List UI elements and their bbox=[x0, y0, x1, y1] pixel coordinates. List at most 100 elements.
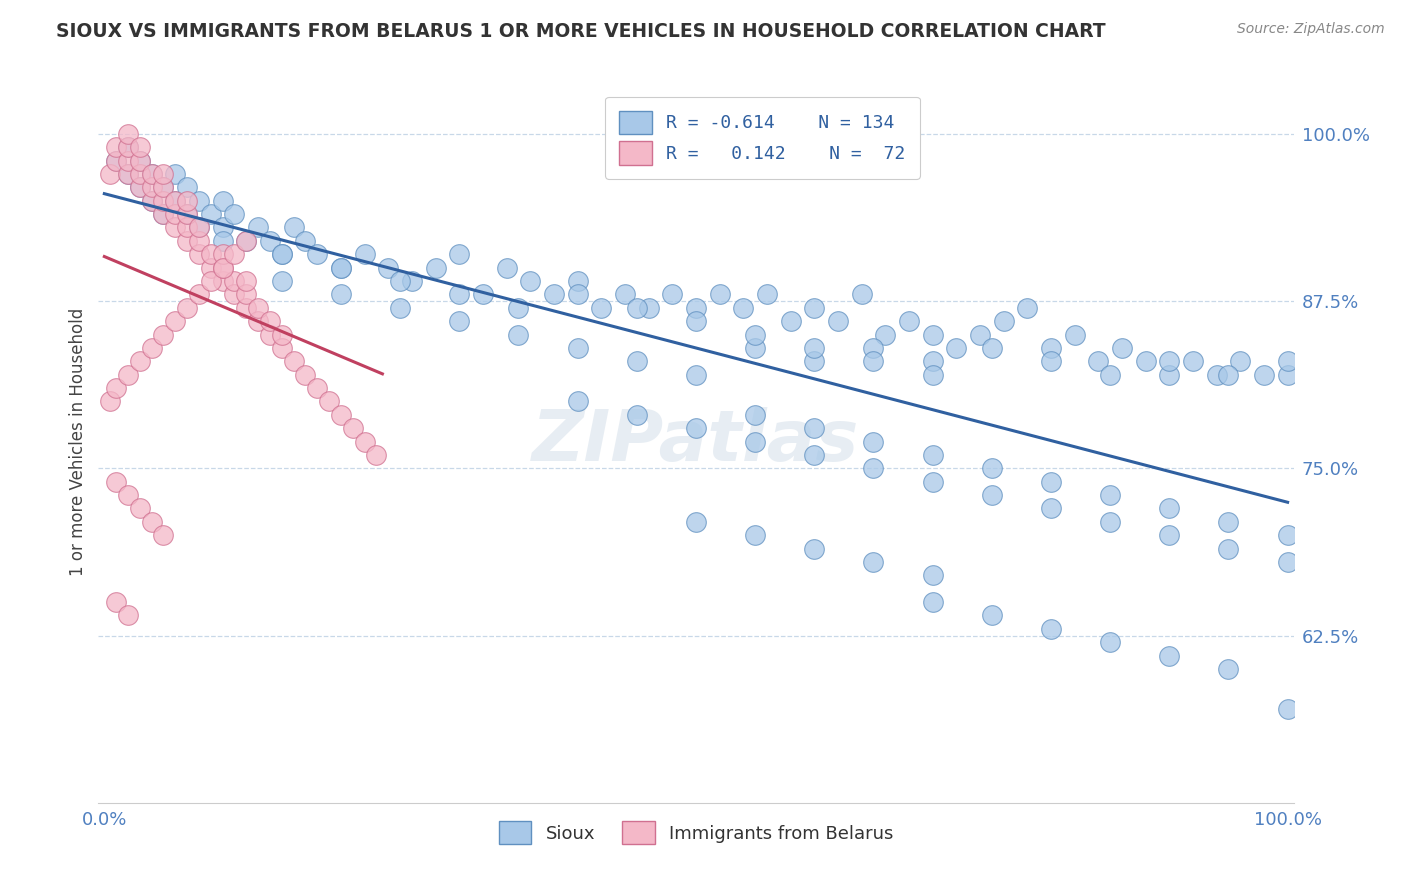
Point bbox=[247, 301, 270, 315]
Point bbox=[685, 421, 707, 435]
Point bbox=[637, 301, 659, 315]
Point bbox=[141, 515, 163, 529]
Point bbox=[141, 180, 163, 194]
Point bbox=[259, 314, 281, 328]
Point bbox=[141, 167, 163, 181]
Point bbox=[1099, 488, 1122, 502]
Point bbox=[259, 327, 281, 342]
Point bbox=[105, 153, 128, 168]
Point bbox=[1277, 702, 1299, 716]
Point bbox=[591, 301, 613, 315]
Point bbox=[685, 301, 707, 315]
Point bbox=[235, 234, 257, 248]
Point bbox=[425, 260, 447, 275]
Point bbox=[188, 287, 211, 301]
Point bbox=[141, 194, 163, 208]
Point bbox=[803, 341, 825, 355]
Point bbox=[176, 194, 198, 208]
Point bbox=[117, 488, 139, 502]
Point bbox=[1181, 354, 1204, 368]
Point bbox=[200, 274, 222, 288]
Point bbox=[969, 327, 991, 342]
Point bbox=[165, 167, 187, 181]
Point bbox=[567, 274, 589, 288]
Text: SIOUX VS IMMIGRANTS FROM BELARUS 1 OR MORE VEHICLES IN HOUSEHOLD CORRELATION CHA: SIOUX VS IMMIGRANTS FROM BELARUS 1 OR MO… bbox=[56, 22, 1107, 41]
Point bbox=[224, 207, 246, 221]
Point bbox=[105, 153, 128, 168]
Point bbox=[128, 153, 150, 168]
Point bbox=[165, 194, 187, 208]
Point bbox=[165, 207, 187, 221]
Point bbox=[449, 247, 471, 261]
Point bbox=[567, 394, 589, 409]
Point bbox=[128, 140, 150, 154]
Point bbox=[330, 260, 353, 275]
Point bbox=[567, 341, 589, 355]
Point bbox=[1159, 501, 1181, 516]
Point bbox=[472, 287, 495, 301]
Point bbox=[980, 461, 1002, 475]
Point bbox=[294, 368, 316, 382]
Point bbox=[1111, 341, 1133, 355]
Point bbox=[165, 314, 187, 328]
Point bbox=[270, 247, 292, 261]
Point bbox=[188, 247, 211, 261]
Point bbox=[744, 341, 766, 355]
Point bbox=[1099, 635, 1122, 649]
Point bbox=[921, 354, 943, 368]
Point bbox=[1218, 662, 1240, 676]
Point bbox=[270, 341, 292, 355]
Point bbox=[117, 368, 139, 382]
Point bbox=[105, 381, 128, 395]
Point bbox=[98, 167, 121, 181]
Point bbox=[294, 234, 316, 248]
Point bbox=[980, 488, 1002, 502]
Point bbox=[105, 140, 128, 154]
Point bbox=[1087, 354, 1109, 368]
Point bbox=[117, 608, 139, 623]
Point bbox=[1099, 368, 1122, 382]
Point bbox=[803, 541, 825, 556]
Point bbox=[188, 234, 211, 248]
Point bbox=[744, 528, 766, 542]
Point bbox=[803, 448, 825, 462]
Point bbox=[709, 287, 731, 301]
Point bbox=[921, 327, 943, 342]
Point bbox=[1229, 354, 1251, 368]
Point bbox=[247, 314, 270, 328]
Text: ZIPatlas: ZIPatlas bbox=[533, 407, 859, 476]
Point bbox=[200, 260, 222, 275]
Point bbox=[152, 167, 174, 181]
Point bbox=[211, 220, 233, 235]
Point bbox=[283, 220, 305, 235]
Point bbox=[307, 381, 329, 395]
Point bbox=[1039, 354, 1062, 368]
Point bbox=[1218, 368, 1240, 382]
Point bbox=[614, 287, 637, 301]
Point bbox=[1218, 541, 1240, 556]
Point bbox=[1135, 354, 1157, 368]
Point bbox=[803, 354, 825, 368]
Point bbox=[921, 368, 943, 382]
Point bbox=[117, 167, 139, 181]
Point bbox=[945, 341, 967, 355]
Point bbox=[366, 448, 388, 462]
Point bbox=[389, 274, 412, 288]
Point bbox=[1277, 354, 1299, 368]
Point bbox=[188, 194, 211, 208]
Point bbox=[105, 475, 128, 489]
Point bbox=[188, 220, 211, 235]
Point bbox=[235, 301, 257, 315]
Point bbox=[827, 314, 849, 328]
Point bbox=[330, 260, 353, 275]
Point bbox=[117, 153, 139, 168]
Point bbox=[1039, 501, 1062, 516]
Point bbox=[661, 287, 683, 301]
Point bbox=[200, 247, 222, 261]
Point bbox=[449, 314, 471, 328]
Point bbox=[1017, 301, 1039, 315]
Point bbox=[152, 180, 174, 194]
Point bbox=[1253, 368, 1275, 382]
Point bbox=[733, 301, 755, 315]
Point bbox=[921, 595, 943, 609]
